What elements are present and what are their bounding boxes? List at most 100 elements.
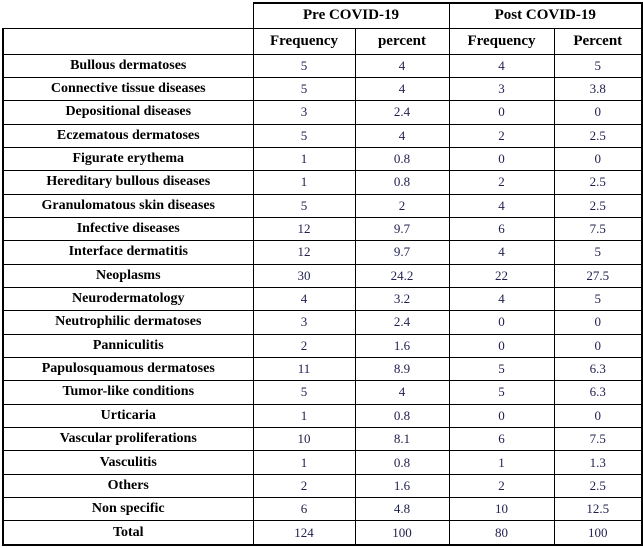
row-label-cell: Interface dermatitis [2, 240, 254, 265]
value-cell: 5 [252, 123, 356, 148]
table-row: Panniculitis 2 1.6 0 0 [2, 333, 643, 358]
table-row: Papulosquamous dermatoses 11 8.9 5 6.3 [2, 356, 643, 382]
value-cell: 0 [448, 333, 555, 358]
table-row: Vascular proliferations 10 8.1 6 7.5 [2, 426, 643, 452]
table-row: Neoplasms 30 24.2 22 27.5 [2, 263, 643, 288]
sub-header-row: Frequency percent Frequency Percent [2, 27, 643, 55]
value-cell: 4.8 [354, 497, 450, 522]
row-header-spacer-cell [2, 27, 254, 55]
value-cell: 8.9 [354, 356, 450, 382]
table-row: Bullous dermatoses 5 4 4 5 [2, 53, 643, 78]
value-cell: 0 [448, 310, 555, 335]
row-label-cell: Vasculitis [2, 450, 254, 475]
value-cell: 0 [448, 146, 555, 172]
row-label-cell: Others [2, 473, 254, 499]
value-cell: 0 [553, 146, 643, 172]
column-group-row: Pre COVID-19 Post COVID-19 [3, 2, 643, 29]
value-cell: 6 [252, 497, 356, 522]
value-cell: 4 [448, 193, 555, 218]
value-cell: 0 [448, 403, 555, 429]
value-cell: 3 [448, 76, 555, 102]
value-cell: 5 [252, 76, 356, 102]
table-row: Total 124 100 80 100 [2, 520, 643, 547]
value-cell: 6.3 [553, 356, 643, 382]
value-cell: 10 [252, 426, 356, 452]
value-cell: 4 [354, 123, 450, 148]
row-label-cell: Eczematous dermatoses [2, 123, 254, 148]
value-cell: 5 [252, 53, 356, 78]
value-cell: 0 [553, 333, 643, 358]
value-cell: 12 [252, 216, 356, 242]
value-cell: 1 [448, 450, 555, 475]
value-cell: 3.2 [354, 286, 450, 312]
row-label-cell: Non specific [2, 497, 254, 522]
value-cell: 4 [252, 286, 356, 312]
value-cell: 80 [448, 520, 555, 547]
table-row: Hereditary bullous diseases 1 0.8 2 2.5 [2, 170, 643, 195]
value-cell: 2 [448, 123, 555, 148]
row-label-cell: Neurodermatology [2, 286, 254, 312]
value-cell: 4 [354, 380, 450, 405]
value-cell: 7.5 [553, 426, 643, 452]
value-cell: 100 [354, 520, 450, 547]
table-row: Neutrophilic dermatoses 3 2.4 0 0 [2, 310, 643, 335]
table-row: Eczematous dermatoses 5 4 2 2.5 [2, 123, 643, 148]
value-cell: 1 [252, 450, 356, 475]
row-label-cell: Papulosquamous dermatoses [2, 356, 254, 382]
row-label-cell: Hereditary bullous diseases [2, 170, 254, 195]
table-row: Figurate erythema 1 0.8 0 0 [2, 146, 643, 172]
value-cell: 4 [448, 240, 555, 265]
value-cell: 1 [252, 403, 356, 429]
table-row: Tumor-like conditions 5 4 5 6.3 [2, 380, 643, 405]
table-body: Bullous dermatoses 5 4 4 5 Connective tissue … [2, 53, 643, 547]
value-cell: 8.1 [354, 426, 450, 452]
value-cell: 1.6 [354, 333, 450, 358]
row-label-cell: Figurate erythema [2, 146, 254, 172]
pre-frequency-header: Frequency [252, 27, 356, 55]
table-row: Non specific 6 4.8 10 12.5 [2, 497, 643, 522]
value-cell: 12.5 [553, 497, 643, 522]
value-cell: 2.5 [553, 170, 643, 195]
value-cell: 24.2 [354, 263, 450, 288]
value-cell: 12 [252, 240, 356, 265]
value-cell: 5 [448, 356, 555, 382]
value-cell: 6 [448, 426, 555, 452]
value-cell: 3.8 [553, 76, 643, 102]
table-header: Pre COVID-19 Post COVID-19 Frequency per… [2, 2, 643, 55]
table-row: Connective tissue diseases 5 4 3 3.8 [2, 76, 643, 102]
value-cell: 1 [252, 170, 356, 195]
post-percent-header: Percent [553, 27, 643, 55]
value-cell: 0.8 [354, 450, 450, 475]
row-label-cell: Urticaria [2, 403, 254, 429]
value-cell: 9.7 [354, 240, 450, 265]
post-frequency-header: Frequency [448, 27, 555, 55]
row-label-cell: Vascular proliferations [2, 426, 254, 452]
row-label-cell: Neoplasms [2, 263, 254, 288]
row-label-cell: Connective tissue diseases [2, 76, 254, 102]
row-label-cell: Bullous dermatoses [2, 53, 254, 78]
table-row: Infective diseases 12 9.7 6 7.5 [2, 216, 643, 242]
value-cell: 6.3 [553, 380, 643, 405]
table-row: Others 2 1.6 2 2.5 [2, 473, 643, 499]
value-cell: 4 [354, 53, 450, 78]
value-cell: 4 [448, 53, 555, 78]
value-cell: 2 [252, 473, 356, 499]
pre-covid-group-header: Pre COVID-19 [252, 2, 450, 29]
value-cell: 0.8 [354, 403, 450, 429]
value-cell: 5 [252, 380, 356, 405]
value-cell: 100 [553, 520, 643, 547]
value-cell: 1.6 [354, 473, 450, 499]
value-cell: 2 [252, 333, 356, 358]
value-cell: 4 [448, 286, 555, 312]
row-label-cell: Tumor-like conditions [2, 380, 254, 405]
value-cell: 7.5 [553, 216, 643, 242]
value-cell: 30 [252, 263, 356, 288]
value-cell: 5 [553, 53, 643, 78]
row-label-cell: Panniculitis [2, 333, 254, 358]
value-cell: 2.5 [553, 193, 643, 218]
post-covid-group-header: Post COVID-19 [448, 2, 643, 29]
value-cell: 3 [252, 310, 356, 335]
value-cell: 1.3 [553, 450, 643, 475]
value-cell: 27.5 [553, 263, 643, 288]
